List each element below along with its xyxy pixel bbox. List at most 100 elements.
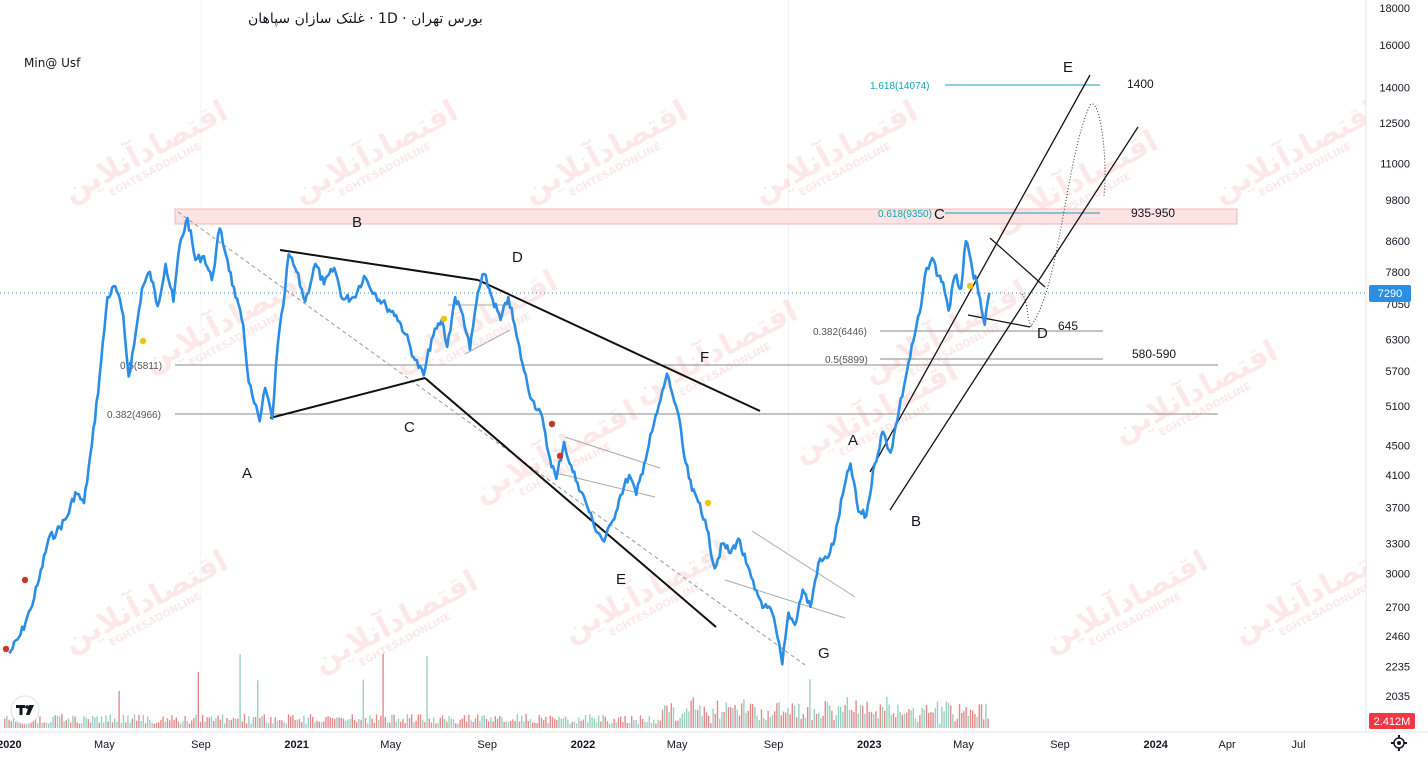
volume-bar	[336, 717, 338, 728]
x-tick-label: 2024	[1143, 739, 1168, 751]
volume-bar	[232, 718, 235, 728]
volume-bar	[925, 704, 928, 728]
volume-bar	[72, 715, 74, 728]
volume-bar	[877, 718, 879, 728]
volume-bar	[329, 717, 331, 728]
wave-labels: A B C D E F G A B C D E	[242, 59, 1073, 662]
volume-bar	[747, 710, 749, 728]
volume-bar	[571, 721, 573, 728]
volume-bar	[518, 721, 521, 728]
volume-bar	[857, 713, 859, 728]
y-tick-label: 16000	[1379, 40, 1410, 52]
volume-bar	[721, 712, 723, 728]
volume-bar	[848, 709, 851, 728]
wave-label-e2: E	[1063, 59, 1073, 76]
volume-bar	[780, 715, 782, 728]
volume-bar	[375, 714, 378, 728]
price-line	[8, 216, 991, 666]
volume-bar	[67, 718, 70, 728]
volume-bar	[921, 708, 923, 728]
volume-bar	[358, 719, 360, 728]
volume-bar	[719, 718, 721, 728]
volume-bar	[457, 723, 459, 728]
volume-bar	[6, 715, 8, 728]
volume-bar	[142, 715, 144, 728]
volume-bar	[158, 722, 160, 728]
volume-bar	[259, 717, 261, 728]
x-tick-label: 2021	[284, 739, 308, 751]
x-tick-label: May	[667, 739, 688, 751]
volume-bar	[353, 720, 356, 728]
volume-bar	[705, 712, 708, 728]
time-axis[interactable]: 2020 May Sep 2021 May Sep 2022 May Sep 2023 May Sep…	[0, 731, 1428, 762]
time-axis-background	[0, 732, 1428, 762]
volume-bar	[760, 709, 763, 728]
volume-bar	[543, 719, 545, 728]
volume-bar	[967, 715, 969, 728]
x-tick-label: Sep	[764, 739, 784, 751]
volume-bar	[111, 722, 114, 728]
volume-bar	[606, 721, 609, 728]
volume-bar	[164, 721, 166, 728]
price-annotations: 1400 935-950 645 580-590	[1058, 77, 1176, 361]
volume-bar	[228, 719, 230, 728]
y-tick-label: 11000	[1380, 158, 1410, 170]
volume-bar	[679, 718, 681, 728]
volume-bar	[48, 723, 50, 728]
price-axis-background	[1366, 0, 1428, 732]
volume-bar	[701, 716, 703, 728]
volume-bar	[516, 714, 518, 728]
volume-bar	[743, 699, 745, 728]
volume-bar	[804, 717, 807, 728]
volume-bar	[397, 718, 400, 728]
volume-bar	[741, 703, 743, 728]
volume-bar	[103, 722, 105, 728]
volume-bar	[221, 714, 224, 728]
x-tick-label: Sep	[477, 739, 497, 751]
settings-gear-icon[interactable]	[1391, 735, 1407, 751]
volume-bar	[435, 723, 437, 728]
price-axis[interactable]: 1800016000140001250011000980086007800705…	[1365, 0, 1428, 732]
volume-bar	[345, 720, 347, 728]
last-price-tag-bg	[1369, 285, 1411, 302]
volume-bar	[692, 697, 694, 728]
volume-bar	[419, 714, 422, 728]
volume-bar	[96, 716, 98, 728]
triangle-bottom-line	[269, 377, 426, 419]
volume-bar	[85, 717, 87, 728]
volume-bar	[485, 719, 488, 728]
grid-lines	[200, 0, 790, 732]
volume-bar	[479, 720, 481, 728]
volume-bar	[81, 723, 83, 728]
volume-bar	[879, 704, 881, 728]
volume-bar	[899, 711, 901, 728]
volume-bar	[659, 720, 661, 728]
volume-bar	[437, 723, 439, 728]
volume-bar	[499, 715, 501, 728]
volume-bar	[947, 702, 950, 728]
volume-bar	[490, 717, 492, 728]
volume-bar	[481, 715, 483, 728]
volume-bar	[917, 721, 919, 728]
volume-bar	[15, 722, 17, 728]
volume-bar	[452, 719, 455, 728]
volume-bar	[389, 722, 391, 728]
volume-bar	[153, 723, 155, 728]
volume-bar	[584, 714, 587, 728]
volume-bar	[384, 717, 386, 728]
volume-bar	[133, 714, 136, 728]
volume-bar	[978, 704, 980, 728]
volume-bar	[987, 718, 989, 728]
volume-bar	[50, 722, 52, 728]
volume-bar	[472, 722, 474, 728]
volume-bar	[734, 705, 736, 728]
volume-bar	[404, 723, 406, 728]
volume-bar	[624, 715, 626, 728]
triangle-top-line	[279, 249, 479, 281]
yellow-signal-dot	[139, 337, 147, 345]
yellow-signal-dot	[440, 315, 448, 323]
tradingview-logo-icon[interactable]	[10, 695, 40, 725]
volume-bar	[888, 704, 890, 728]
volume-bar	[175, 717, 177, 728]
